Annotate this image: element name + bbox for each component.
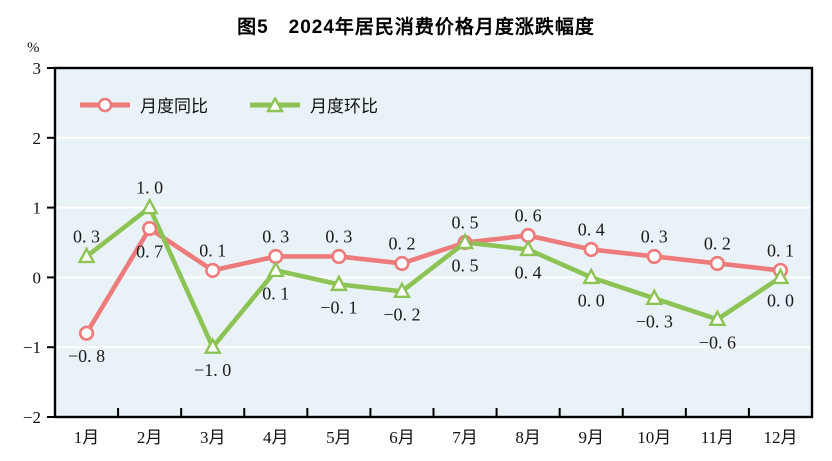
data-label: −0. 2	[383, 304, 420, 324]
data-label: 0. 2	[704, 233, 731, 253]
chart-title: 图5 2024年居民消费价格月度涨跌幅度	[237, 17, 595, 38]
y-tick-label: 3	[33, 59, 42, 78]
data-label: −1. 0	[194, 360, 231, 380]
mom-line-triangle-marker-icon	[250, 96, 300, 112]
data-point-triangle	[456, 232, 475, 250]
data-label: 0. 1	[767, 240, 794, 260]
data-point-circle	[646, 248, 662, 265]
x-tick-label: 11月	[701, 428, 734, 447]
data-point-circle	[709, 255, 725, 272]
plot-border	[53, 66, 814, 419]
series-line-mom	[84, 205, 783, 350]
legend-label-yoy: 月度同比	[140, 97, 208, 116]
y-tick-label: −2	[23, 408, 41, 427]
data-point-triangle	[519, 239, 538, 257]
data-label: 0. 5	[452, 213, 479, 233]
data-label: 0. 3	[262, 226, 289, 246]
x-tick-label: 3月	[200, 428, 226, 447]
x-tick-label: 4月	[263, 428, 289, 447]
data-point-triangle	[771, 267, 790, 285]
x-tick-label: 10月	[637, 428, 671, 447]
y-tick-label: 2	[33, 129, 42, 148]
x-tick-label: 2月	[137, 428, 163, 447]
data-label: 0. 5	[452, 256, 479, 276]
data-label: −0. 6	[699, 332, 736, 352]
data-point-triangle	[329, 274, 348, 292]
data-point-triangle	[140, 197, 159, 215]
legend-item-yoy: 月度同比	[80, 92, 208, 117]
data-label: 0. 6	[515, 206, 542, 226]
data-point-triangle	[582, 267, 601, 285]
series-line-yoy	[84, 226, 783, 336]
data-point-triangle	[77, 246, 96, 264]
data-point-circle	[78, 325, 95, 341]
data-point-circle	[205, 262, 221, 279]
data-label: 0. 1	[199, 240, 226, 260]
data-label: 0. 1	[262, 283, 289, 303]
data-point-triangle	[708, 309, 727, 326]
data-label: −0. 1	[320, 297, 357, 317]
legend-label-mom: 月度环比	[310, 97, 378, 116]
x-tick-label: 12月	[763, 428, 797, 447]
data-point-circle	[394, 255, 410, 272]
data-label: 0. 4	[515, 262, 542, 282]
y-tick-label: 0	[33, 268, 42, 287]
data-label: 0. 7	[136, 242, 163, 262]
plot-area	[55, 68, 812, 417]
x-tick-label: 7月	[452, 428, 478, 447]
data-label: 0. 2	[388, 233, 415, 253]
data-point-triangle	[392, 281, 411, 299]
y-tick-label: 1	[33, 199, 42, 218]
data-label: −0. 8	[68, 346, 105, 366]
x-tick-label: 9月	[578, 428, 604, 447]
legend-item-mom: 月度环比	[250, 92, 378, 117]
chart-legend: 月度同比 月度环比	[80, 92, 378, 117]
x-tick-label: 8月	[515, 428, 541, 447]
data-label: 1. 0	[136, 178, 163, 198]
data-point-circle	[583, 241, 599, 258]
data-point-circle	[142, 220, 158, 237]
data-point-circle	[331, 248, 347, 265]
data-label: 0. 0	[578, 290, 605, 310]
data-label: −0. 3	[636, 311, 673, 331]
yoy-line-circle-marker-icon	[80, 97, 130, 112]
data-point-triangle	[203, 337, 222, 354]
y-tick-label: −1	[23, 338, 41, 357]
x-tick-label: 6月	[389, 428, 415, 447]
data-point-triangle	[645, 288, 664, 306]
x-tick-label: 5月	[326, 428, 352, 447]
data-label: 0. 0	[767, 290, 794, 310]
data-point-triangle	[266, 260, 285, 278]
data-label: 0. 4	[578, 219, 605, 239]
data-label: 0. 3	[325, 226, 352, 246]
x-tick-label: 1月	[74, 428, 100, 447]
data-label: 0. 3	[641, 226, 668, 246]
y-axis-unit-label: %	[27, 40, 40, 56]
data-label: 0. 3	[73, 226, 100, 246]
